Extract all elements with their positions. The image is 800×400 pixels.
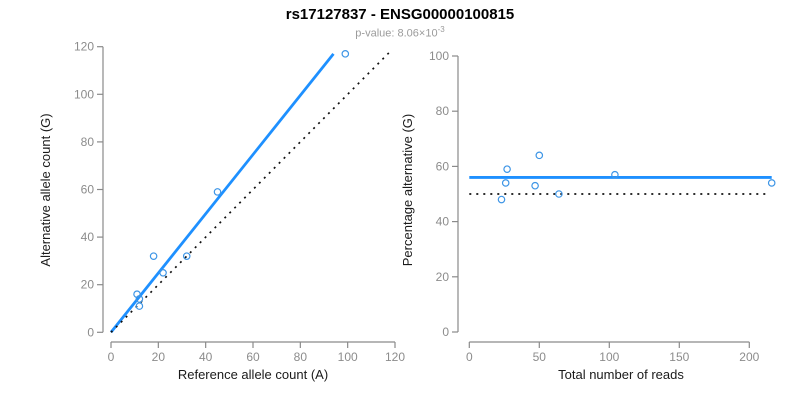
percentage-reads-plot: 0 50 100 150 200 0 20 40 60 80 100 Total number of …	[400, 49, 776, 382]
x-tick-label: 0	[466, 350, 473, 364]
data-point	[213, 188, 222, 196]
x-tick-label: 0	[108, 350, 115, 364]
figure-subtitle: p-value: 8.06×10-3	[0, 25, 800, 40]
pvalue-exponent: -3	[437, 25, 445, 34]
y-tick-label: 20	[436, 270, 450, 284]
y-tick-label: 60	[81, 183, 95, 197]
y-tick-label: 60	[436, 159, 450, 173]
data-point	[135, 295, 144, 303]
data-point	[531, 181, 539, 190]
data-point	[501, 179, 510, 187]
y-tick-label: 20	[81, 278, 95, 292]
y-tick-label: 0	[442, 325, 449, 339]
y-tick-label: 80	[436, 104, 450, 118]
x-tick-label: 40	[199, 350, 213, 364]
y-tick-label: 40	[81, 230, 95, 244]
y-axis-title: Percentage alternative (G)	[400, 114, 415, 266]
x-tick-label: 80	[294, 350, 308, 364]
y-tick-label: 80	[81, 135, 95, 149]
x-tick-label: 150	[669, 350, 689, 364]
data-point	[497, 195, 506, 204]
data-point	[341, 50, 350, 58]
x-tick-label: 20	[152, 350, 166, 364]
x-tick-label: 100	[338, 350, 358, 364]
data-point	[555, 190, 563, 198]
pvalue-text: p-value: 8.06×10	[355, 27, 438, 40]
x-tick-label: 60	[246, 350, 260, 364]
x-axis-title: Total number of reads	[558, 367, 684, 382]
y-tick-label: 120	[74, 40, 94, 54]
data-point	[503, 165, 511, 173]
data-point	[611, 170, 619, 179]
y-axis-title: Alternative allele count (G)	[38, 113, 53, 266]
allele-count-plot: 0 20 40 60 80 100 120 0 20 40 60 80 100 120 Reference …	[38, 40, 405, 382]
x-axis-title: Reference allele count (A)	[178, 367, 328, 382]
data-point	[182, 252, 191, 260]
data-point	[135, 302, 144, 310]
data-point	[767, 179, 776, 187]
data-point	[149, 252, 158, 260]
y-tick-label: 0	[87, 325, 94, 339]
x-tick-label: 50	[533, 350, 547, 364]
figure-title: rs17127837 - ENSG00000100815	[285, 6, 515, 23]
regression-line	[109, 52, 335, 334]
y-tick-label: 40	[436, 215, 450, 229]
x-tick-label: 100	[599, 350, 619, 364]
y-tick-label: 100	[74, 87, 94, 101]
identity-line	[110, 50, 391, 333]
data-point	[535, 151, 544, 160]
data-point	[159, 268, 167, 277]
y-tick-label: 100	[429, 49, 449, 63]
x-tick-label: 120	[385, 350, 405, 364]
x-tick-label: 200	[739, 350, 759, 364]
